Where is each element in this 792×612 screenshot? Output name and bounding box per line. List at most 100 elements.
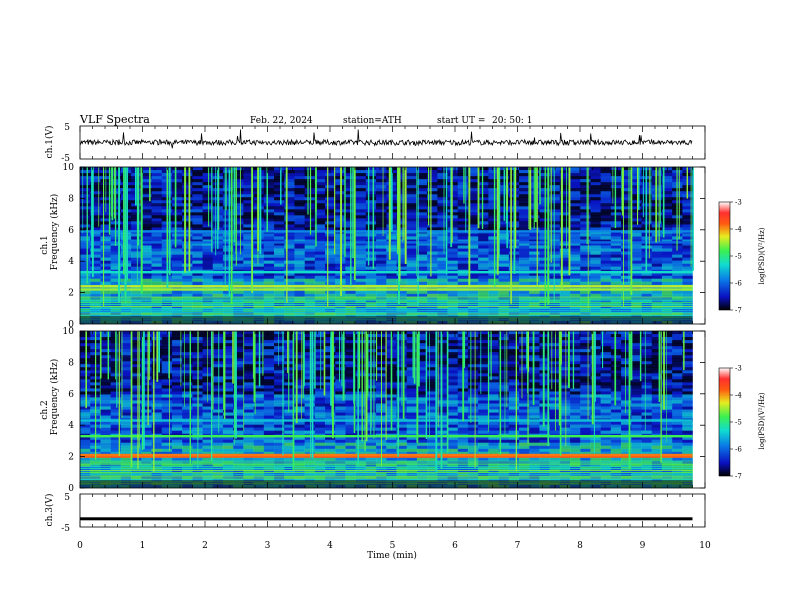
spectrogram-cell: [478, 257, 489, 261]
spectrogram-cell: [437, 224, 448, 228]
spectrogram-cell: [590, 248, 601, 252]
spectrogram-cell: [294, 296, 305, 301]
spectrogram-cell: [284, 215, 295, 219]
spectrogram-cell: [519, 364, 530, 368]
spectrogram-cell: [314, 346, 326, 350]
spectrogram-cell: [192, 173, 203, 177]
spectrogram-cell: [457, 215, 469, 219]
spectrogram-cell: [457, 278, 469, 283]
spectrogram-cell: [590, 400, 601, 404]
spectrogram-cell: [672, 275, 683, 280]
spectrogram-cell: [631, 358, 642, 362]
spectrogram-cell: [294, 272, 305, 277]
spectrogram-cell: [274, 343, 285, 347]
spectrogram-cell: [345, 346, 356, 350]
spectrogram-cell: [631, 272, 642, 277]
spectrogram-cell: [672, 260, 683, 264]
spectrogram-cell: [478, 167, 489, 171]
spectrogram-cell: [416, 194, 428, 198]
spectrogram-cell: [447, 245, 459, 249]
spectrogram-cell: [171, 242, 183, 246]
spectrogram-cell: [80, 191, 91, 195]
spectrogram-cell: [80, 358, 91, 362]
spectrogram-cell: [294, 191, 305, 195]
spectrogram-cell: [600, 305, 612, 310]
spectrogram-cell: [580, 236, 591, 240]
spectrogram-cell: [171, 236, 183, 240]
spectrogram-cell: [131, 355, 142, 359]
spectrogram-cell: [182, 203, 193, 207]
spectrogram-cell: [131, 242, 142, 246]
spectrogram-cell: [274, 257, 285, 261]
spectrogram-cell: [610, 278, 622, 283]
spectrogram-cell: [171, 224, 183, 228]
spectrogram-cell: [202, 185, 214, 189]
spectrogram-cell: [519, 260, 530, 264]
ch1-ylabel: ch.1(V): [44, 126, 55, 159]
spectrogram-cell: [222, 391, 234, 395]
spectrogram-cell: [274, 173, 285, 177]
spectrogram-cell: [243, 176, 254, 180]
spectrogram-cell: [631, 367, 642, 371]
spectrogram-cell: [621, 358, 632, 362]
spectrogram-cell: [416, 179, 428, 183]
spectrogram-cell: [90, 263, 101, 267]
spectrogram-cell: [365, 290, 377, 295]
spectrogram-cell: [233, 403, 244, 407]
spectrogram-cell: [243, 275, 254, 280]
spectrogram-cell: [100, 215, 111, 219]
spectrogram-cell: [161, 352, 173, 356]
spectrogram-cell: [222, 188, 234, 192]
spectrogram-cell: [651, 343, 663, 347]
spectrogram-line: [80, 311, 693, 313]
spectrogram-cell: [661, 179, 673, 183]
spectrogram-cell: [682, 221, 693, 225]
spectrogram-cell: [222, 200, 234, 204]
spectrogram-cell: [621, 376, 632, 380]
spectrogram-cell: [498, 254, 510, 258]
spectrogram-cell: [661, 358, 673, 362]
spectrogram-cell: [641, 355, 653, 359]
spectrogram-cell: [284, 334, 295, 338]
spectrogram-cell: [427, 373, 438, 377]
spectrogram-cell: [406, 278, 418, 283]
spectrogram-cell: [222, 373, 234, 377]
spectrogram-cell: [621, 355, 632, 359]
sferic-streak: [510, 167, 512, 304]
spectrogram-cell: [580, 275, 591, 280]
sferic-streak: [465, 167, 467, 233]
spectrogram-cell: [661, 397, 673, 401]
spectrogram-cell: [131, 218, 142, 222]
spectrogram-cell: [294, 337, 305, 341]
spectrogram-cell: [314, 245, 326, 249]
spectrogram-cell: [141, 206, 152, 210]
spectrogram-cell: [396, 215, 408, 219]
start-label: start UT =: [437, 116, 485, 126]
spectrogram-cell: [151, 242, 163, 246]
spectrogram-cell: [406, 206, 418, 210]
spectrogram-cell: [314, 194, 326, 198]
spectrogram-cell: [478, 281, 489, 286]
spectrogram-cell: [335, 373, 346, 377]
sferic-streak: [505, 167, 507, 224]
spectrogram-cell: [314, 260, 326, 264]
spectrogram-cell: [498, 281, 510, 286]
spectrogram-cell: [406, 242, 418, 246]
spectrogram-cell: [294, 400, 305, 404]
spectrogram-cell: [263, 355, 275, 359]
spectrogram-cell: [478, 296, 489, 301]
spectrogram-cell: [447, 227, 459, 231]
spectrogram-cell: [478, 248, 489, 252]
spectrogram-cell: [386, 260, 397, 264]
spectrogram-cell: [365, 242, 377, 246]
spectrogram-cell: [478, 299, 489, 304]
spectrogram-cell: [478, 212, 489, 216]
spectrogram-cell: [457, 236, 469, 240]
sferic-streak: [587, 167, 589, 309]
spectrogram-cell: [274, 209, 285, 213]
spectrogram-cell: [263, 352, 275, 356]
spectrogram-cell: [161, 394, 173, 398]
spectrogram-cell: [631, 227, 642, 231]
spectrogram-cell: [406, 364, 418, 368]
spectrogram-cell: [508, 400, 520, 404]
